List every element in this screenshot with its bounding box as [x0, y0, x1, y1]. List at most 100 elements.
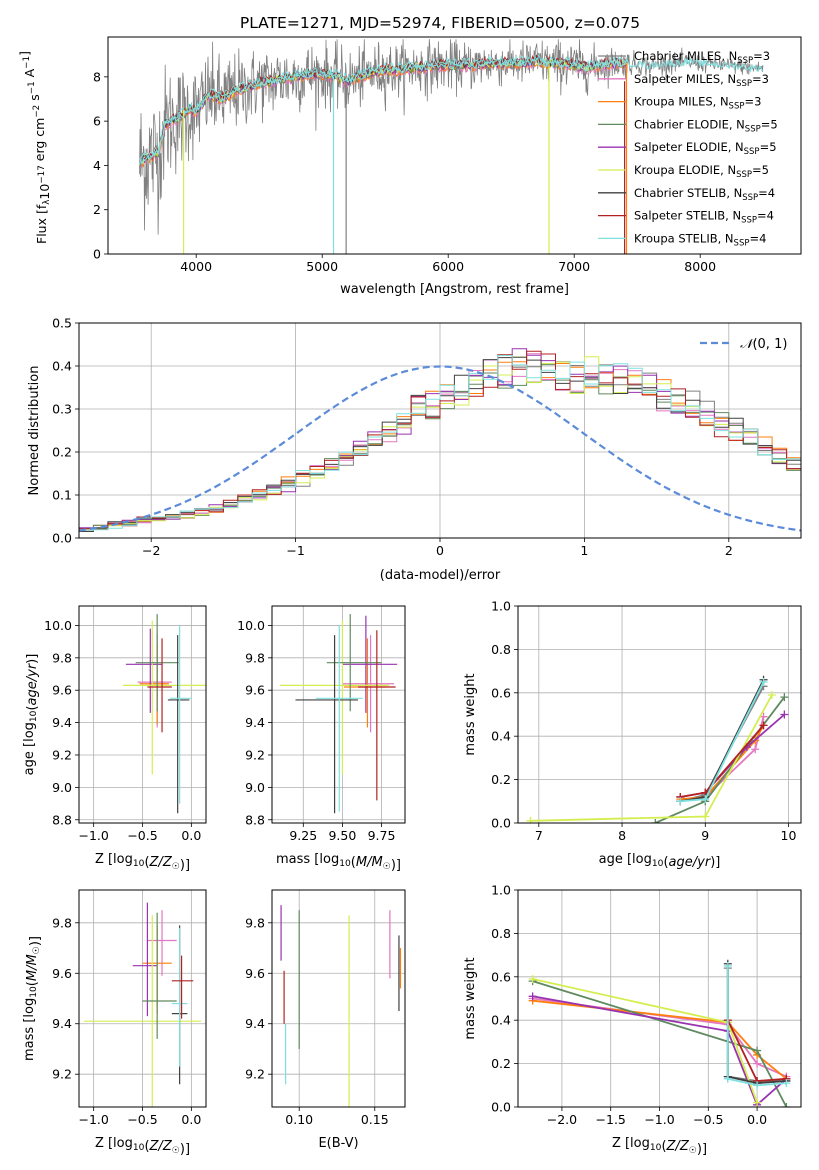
weight-marker — [780, 693, 789, 702]
weight-marker — [528, 974, 537, 983]
x-tick-label: 7000 — [558, 259, 590, 274]
weight-marker — [526, 816, 535, 823]
y-tick-label: 9.6 — [245, 966, 265, 981]
y-tick-label: 9.2 — [245, 747, 265, 762]
histogram-series-5 — [79, 348, 801, 538]
y-tick-label: 8.8 — [245, 812, 265, 827]
legend-label: Kroupa MILES, NSSP=3 — [634, 95, 761, 112]
y-tick-label: 1.0 — [491, 599, 511, 614]
axes-frame — [517, 605, 802, 824]
legend-label: Salpeter ELODIE, NSSP=5 — [634, 140, 777, 157]
panel-age_vs_z: Z [log10(Z/Z☉)] age [log10(age/yr)] −1.0 −0… — [22, 605, 207, 873]
x-tick-label: 0.10 — [285, 1112, 313, 1127]
y-tick-label: 0.8 — [491, 642, 511, 657]
x-axis-label: age [log10(age/yr)] — [599, 852, 721, 870]
panel-mass_vs_ebv: E(B-V) 0.10 0.15 9.2 9.4 9.6 9.8 — [245, 889, 406, 1151]
y-tick-label: 0.6 — [491, 685, 511, 700]
y-tick-label: 10.0 — [237, 618, 265, 633]
y-tick-label: 9.4 — [52, 715, 72, 730]
histogram-series-9 — [79, 355, 801, 538]
y-tick-label: 9.4 — [245, 1016, 265, 1031]
x-tick-label: 1 — [580, 543, 588, 558]
y-tick-label: 1.0 — [491, 883, 511, 898]
x-axis-label: E(B-V) — [318, 1136, 358, 1151]
weight-marker — [751, 745, 760, 754]
x-tick-label: 0.0 — [181, 1112, 201, 1127]
plot-area-weight_vs_z — [518, 890, 801, 1107]
x-tick-label: 9.75 — [368, 828, 396, 843]
y-tick-label: 0.8 — [491, 926, 511, 941]
weight-line-4 — [654, 696, 786, 823]
y-tick-label: 0.4 — [52, 359, 72, 374]
y-tick-label: 0.0 — [491, 1100, 511, 1115]
x-axis-label: Z [log10(Z/Z☉)] — [95, 1136, 190, 1157]
weight-marker — [753, 1081, 762, 1090]
x-tick-label: −1.0 — [78, 828, 108, 843]
plot-area-weight_vs_age — [518, 606, 801, 823]
y-tick-label: 0.6 — [491, 969, 511, 984]
weight-marker — [651, 819, 660, 823]
x-tick-label: −1.5 — [596, 1112, 626, 1127]
y-tick-label: 2 — [93, 202, 101, 217]
x-tick-label: 4000 — [180, 259, 212, 274]
weight-marker — [753, 1098, 762, 1107]
y-axis-label: Flux [fλ10−17 erg cm−2 s−1 A−1] — [17, 51, 52, 244]
model-line-9 — [139, 53, 628, 161]
histogram-series-3 — [79, 361, 801, 538]
x-tick-label: 0.15 — [361, 1112, 389, 1127]
panel-spectrum: Chabrier MILES, NSSP=3 Salpeter MILES, NS… — [17, 36, 802, 297]
y-tick-label: 8 — [93, 69, 101, 84]
weight-line-9 — [726, 966, 787, 1087]
axes-frame — [271, 605, 406, 824]
weight-marker — [676, 797, 685, 806]
weight-marker — [767, 690, 776, 699]
histogram-series-8 — [79, 350, 801, 538]
legend-label: Chabrier MILES, NSSP=3 — [634, 49, 770, 66]
weight-marker — [782, 1103, 791, 1107]
y-tick-label: 8.8 — [52, 812, 72, 827]
x-tick-label: −0.5 — [127, 1112, 157, 1127]
legend-label: 𝒩(0, 1) — [740, 337, 787, 352]
histogram-series-2 — [79, 353, 801, 538]
weight-marker — [528, 992, 537, 1001]
y-tick-label: 0.3 — [52, 402, 72, 417]
y-tick-label: 9.0 — [245, 780, 265, 795]
weight-line-5 — [532, 995, 787, 1107]
figure-title: PLATE=1271, MJD=52974, FIBERID=0500, z=0… — [240, 14, 640, 32]
y-axis-label: age [log10(age/yr)] — [22, 654, 40, 776]
y-tick-label: 0.2 — [491, 772, 511, 787]
x-axis-label: Z [log10(Z/Z☉)] — [95, 852, 190, 873]
panel-residuals: 𝒩(0, 1) (data-model)/error Normed distribu… — [27, 316, 802, 583]
x-tick-label: 0.0 — [181, 828, 201, 843]
x-tick-label: −2 — [142, 543, 160, 558]
y-tick-label: 0.2 — [52, 445, 72, 460]
plot-area-age_vs_mass — [272, 606, 405, 823]
x-tick-label: 8000 — [684, 259, 716, 274]
y-axis-label: Normed distribution — [27, 366, 42, 496]
weight-marker — [759, 721, 768, 730]
panel-age_vs_mass: mass [log10(M/M☉)] 9.25 9.50 9.75 8.8 9.0 9.2 9… — [237, 605, 406, 873]
x-tick-label: 9 — [701, 828, 709, 843]
normal-curve — [79, 365, 801, 532]
spectrum-data-line — [139, 39, 764, 235]
y-tick-label: 9.2 — [52, 1067, 72, 1082]
model-line-kroupa-stelib — [138, 57, 764, 165]
y-tick-label: 9.4 — [245, 715, 265, 730]
y-tick-label: 9.6 — [52, 683, 72, 698]
x-tick-label: 0.0 — [747, 1112, 767, 1127]
x-tick-label: 5000 — [306, 259, 338, 274]
legend-label: Chabrier ELODIE, NSSP=5 — [634, 117, 778, 134]
weight-marker — [753, 1046, 762, 1055]
y-tick-label: 0.2 — [491, 1056, 511, 1071]
legend-label: Salpeter MILES, NSSP=3 — [634, 72, 769, 89]
x-tick-label: 0 — [436, 543, 444, 558]
weight-marker — [701, 812, 710, 821]
x-tick-label: −1.0 — [644, 1112, 674, 1127]
plot-area-mass_vs_ebv — [272, 890, 405, 1107]
y-tick-label: 0.4 — [491, 729, 511, 744]
plot-area-mass_vs_z — [79, 890, 206, 1107]
x-tick-label: −1.0 — [78, 1112, 108, 1127]
x-tick-label: −1 — [286, 543, 304, 558]
x-axis-label: wavelength [Angstrom, rest frame] — [340, 282, 569, 297]
